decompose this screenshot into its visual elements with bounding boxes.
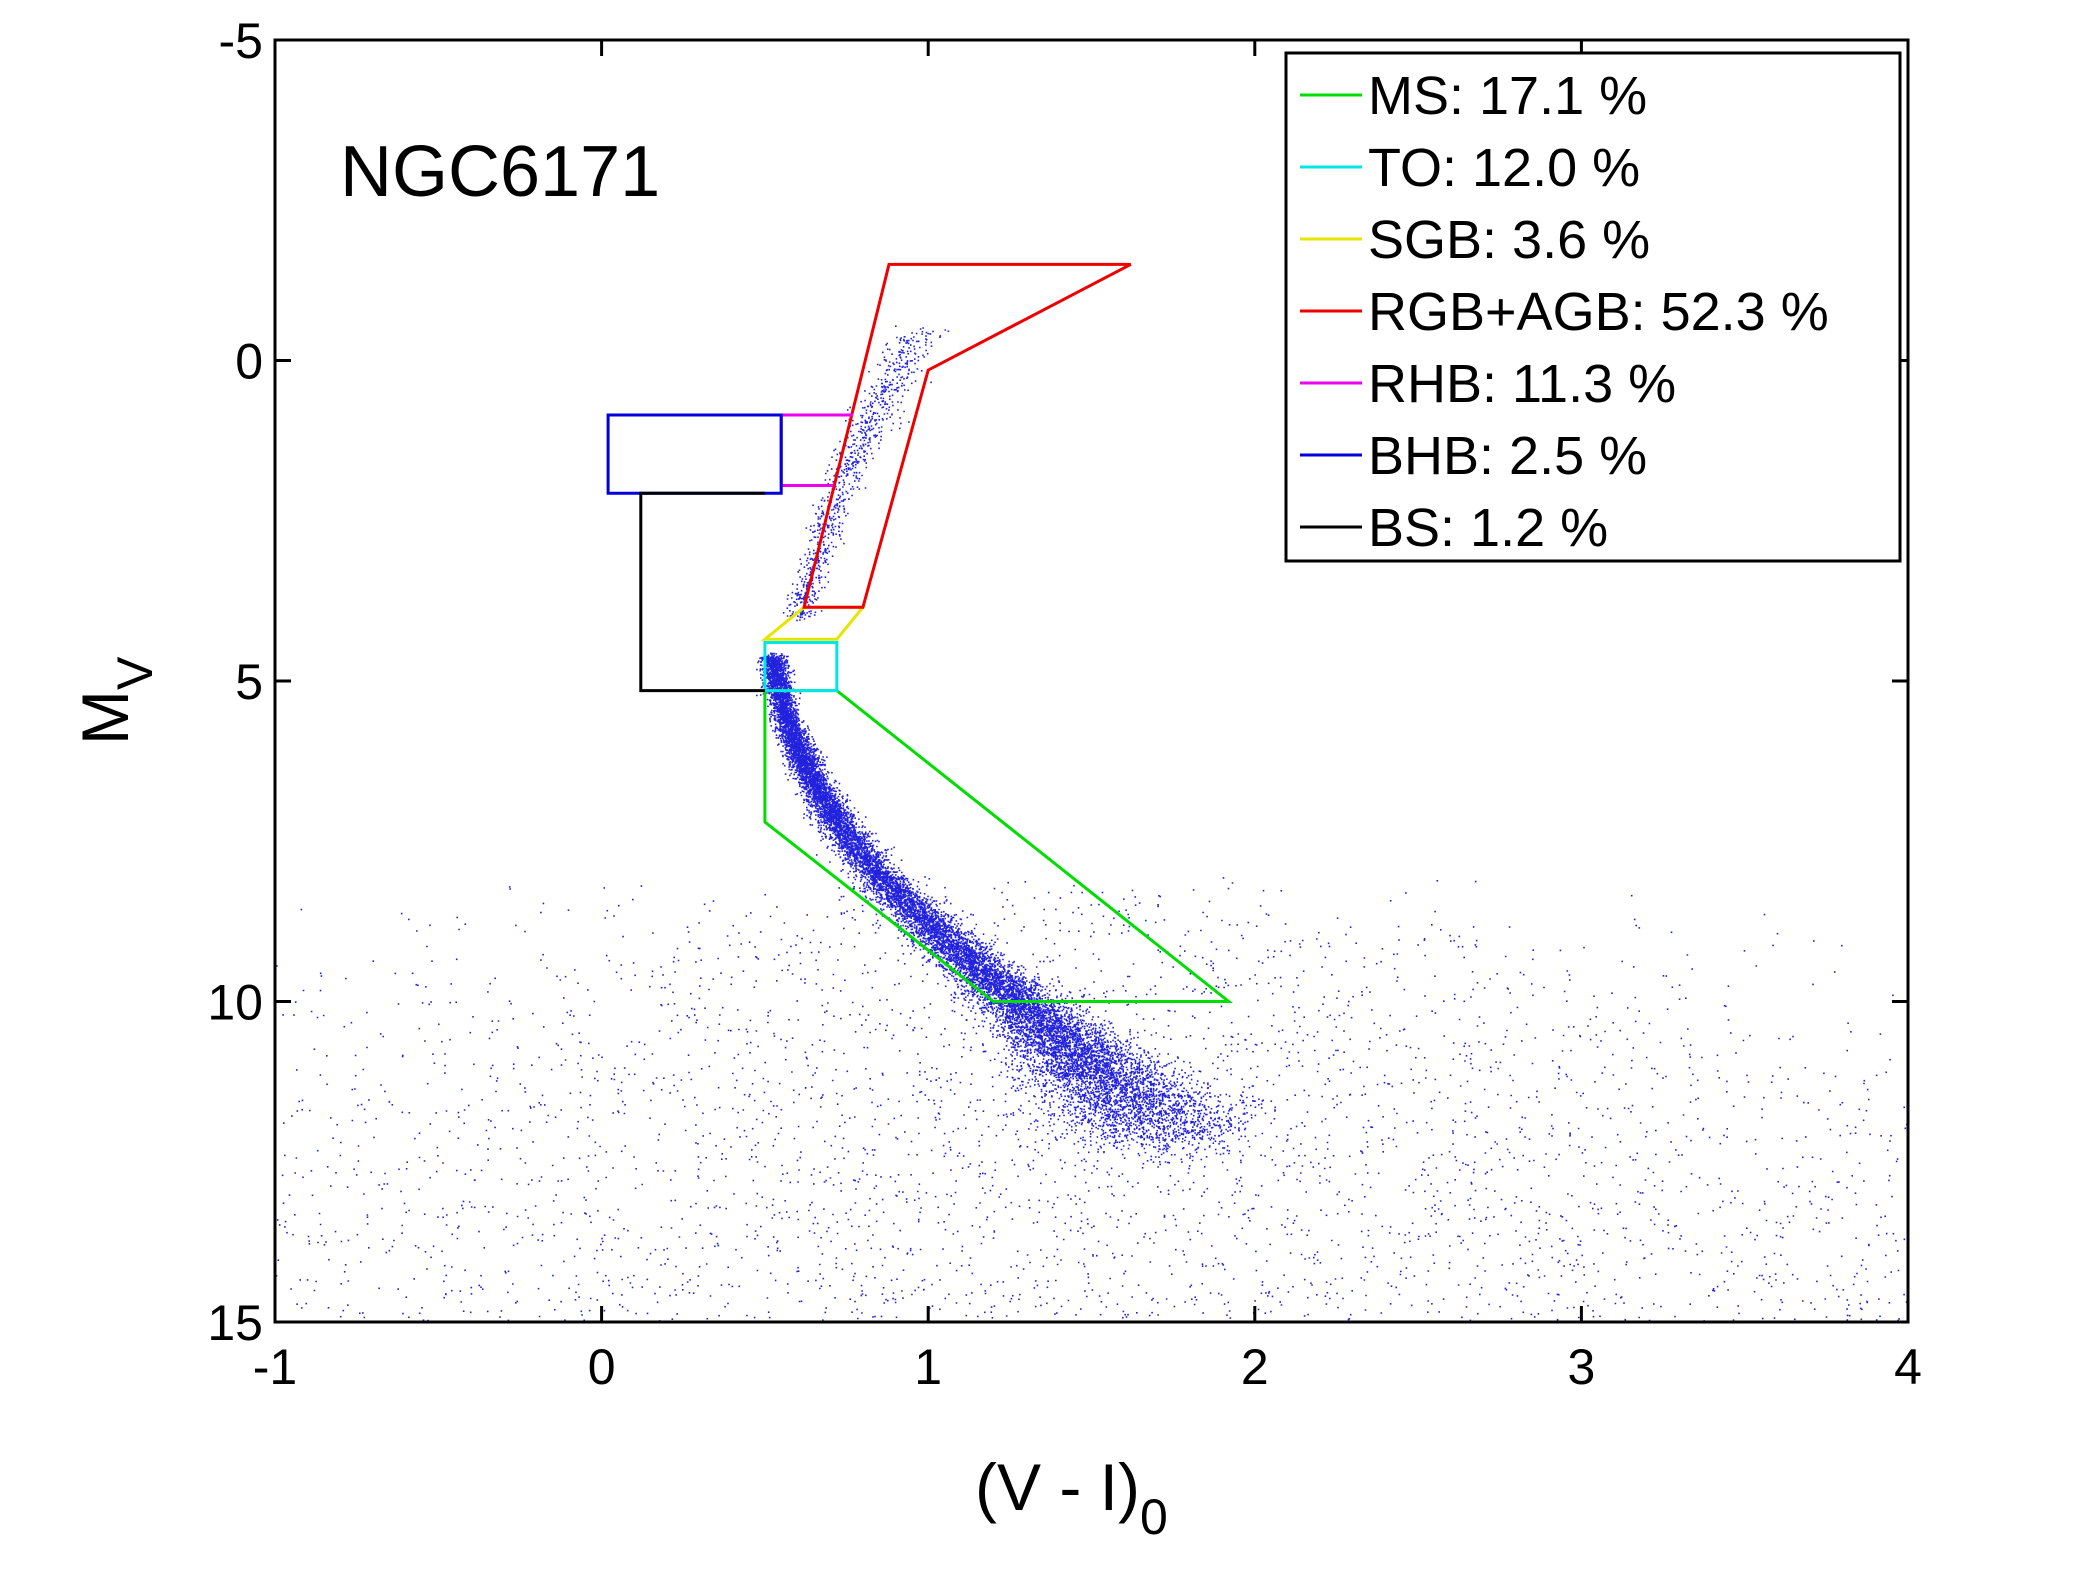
region-outline-3: [802, 262, 1132, 609]
x-axis-label-subscript: 0: [1140, 1489, 1168, 1545]
y-axis-label-subscript: V: [107, 656, 163, 690]
scatter-points: [275, 325, 1909, 1324]
legend-items: MS: 17.1 % TO: 12.0 % SGB: 3.6 % RGB+AGB: 5…: [1300, 66, 1829, 558]
region-outline-6: [639, 491, 765, 693]
legend-box: [1284, 51, 1902, 563]
cluster-name-label: NGC6171: [340, 132, 660, 212]
region-outline-1: [763, 641, 839, 693]
legend-label: SGB: 3.6 %: [1368, 210, 1650, 270]
region-outline-5: [606, 413, 783, 495]
legend-label: RHB: 11.3 %: [1368, 354, 1676, 414]
x-tick-label: 2: [1241, 1339, 1269, 1395]
selection-regions: [606, 262, 1234, 1003]
legend-label: MS: 17.1 %: [1368, 66, 1647, 126]
legend-label: RGB+AGB: 52.3 %: [1368, 282, 1829, 342]
axis-ticks: -1 0 1 2 3 4 -5 0 5 10 15: [207, 13, 1922, 1395]
legend-label: BS: 1.2 %: [1368, 498, 1608, 558]
x-axis-label: (V - I)0: [975, 1450, 1168, 1545]
y-axis-label-main: M: [68, 690, 142, 745]
legend-label: BHB: 2.5 %: [1368, 426, 1647, 486]
x-tick-label: 3: [1567, 1339, 1595, 1395]
y-tick-label: 10: [207, 975, 263, 1031]
legend: MS: 17.1 % TO: 12.0 % SGB: 3.6 % RGB+AGB: 5…: [1284, 51, 1902, 563]
x-tick-label: 4: [1894, 1339, 1922, 1395]
x-tick-label: 0: [588, 1339, 616, 1395]
y-tick-label: -5: [219, 13, 263, 69]
x-tick-label: -1: [253, 1339, 297, 1395]
y-tick-label: 0: [235, 334, 263, 390]
x-tick-label: 1: [914, 1339, 942, 1395]
y-tick-label: 5: [235, 654, 263, 710]
x-axis-label-main: (V - I): [975, 1450, 1140, 1524]
legend-label: TO: 12.0 %: [1368, 138, 1640, 198]
y-axis-label: MV: [68, 656, 163, 745]
star-points: [275, 325, 1909, 1324]
y-tick-label: 15: [207, 1295, 263, 1351]
